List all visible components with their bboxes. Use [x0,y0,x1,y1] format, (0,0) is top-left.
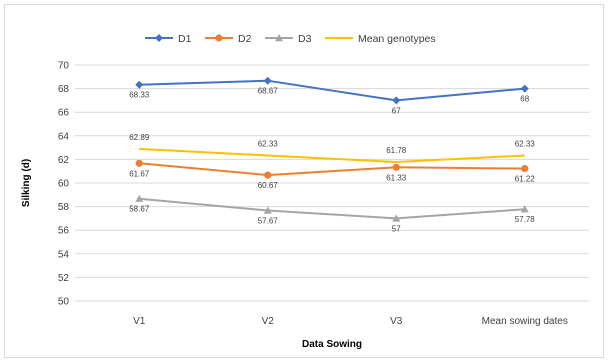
legend-marker-d1 [155,34,163,42]
data-label-d3: 57.78 [515,215,536,224]
data-label-d2: 61.33 [386,173,407,182]
series-line-mean-genotypes [139,147,525,163]
data-point-d1 [520,84,529,93]
data-point-d3 [392,214,401,222]
data-label-d2: 61.22 [515,175,536,184]
data-label-d1: 68.67 [258,87,279,96]
x-tick-label: Mean sowing dates [482,316,568,327]
y-tick-label: 54 [58,249,70,260]
chart-frame: 50 52 54 56 58 60 62 64 66 68 70 V1 V2 V3 Mean sowing… [4,4,604,358]
data-point-d2 [264,171,272,179]
series-line-d2 [139,162,525,177]
y-tick-label: 68 [58,84,70,95]
legend-marker-d3 [275,34,283,42]
data-point-d3 [263,206,272,214]
x-axis-title: Data Sowing [302,339,362,350]
x-tick-labels: V1 V2 V3 Mean sowing dates [133,316,568,327]
data-point-d1 [135,80,144,89]
legend-label-d3: D3 [298,33,312,45]
x-tick-label: V2 [262,316,275,327]
y-tick-label: 60 [58,179,70,190]
data-label-d3: 57.67 [258,216,279,225]
data-label-mean-genotypes: 62.89 [129,133,150,142]
data-point-d3 [135,194,144,202]
x-tick-label: V3 [390,316,403,327]
legend-label-mean-genotypes: Mean genotypes [358,33,436,45]
data-point-d1 [392,96,401,105]
data-label-d3: 57 [392,224,401,233]
series-lines [135,76,529,222]
legend-label-d1: D1 [178,33,192,45]
data-point-d2 [135,159,143,167]
y-axis-title: Silking (d) [21,159,32,207]
data-label-d1: 68 [520,95,529,104]
data-label-d1: 67 [392,106,401,115]
data-point-d1 [263,76,272,85]
data-point-d2 [521,165,529,173]
data-point-d2 [392,163,400,171]
x-tick-label: V1 [133,316,146,327]
data-label-mean-genotypes: 62.33 [515,140,536,149]
data-labels: 68.33 68.67 67 68 61.67 60.67 61.33 61.22 58.67 5… [129,87,535,234]
data-label-d1: 68.33 [129,91,150,100]
y-tick-label: 62 [58,155,70,166]
data-label-d2: 61.67 [129,169,150,178]
y-tick-label: 58 [58,202,70,213]
y-tick-label: 52 [58,273,70,284]
legend: D1 D2 D3 Mean genotypes [145,33,436,45]
data-label-d2: 60.67 [258,181,279,190]
y-tick-label: 50 [58,297,70,308]
legend-label-d2: D2 [238,33,252,45]
y-tick-label: 70 [58,61,70,72]
series-line-d3 [139,197,525,220]
y-tick-label: 56 [58,226,70,237]
y-tick-label: 66 [58,108,70,119]
gridlines [75,64,589,302]
legend-marker-d2 [215,34,223,42]
data-label-mean-genotypes: 61.78 [386,146,407,155]
data-point-d3 [520,205,529,213]
line-chart: 50 52 54 56 58 60 62 64 66 68 70 V1 V2 V3 Mean sowing… [21,33,589,350]
data-label-d3: 58.67 [129,205,150,214]
series-line-d1 [139,79,525,102]
data-label-mean-genotypes: 62.33 [258,140,279,149]
y-tick-labels: 50 52 54 56 58 60 62 64 66 68 70 [58,61,70,308]
y-tick-label: 64 [58,131,70,142]
